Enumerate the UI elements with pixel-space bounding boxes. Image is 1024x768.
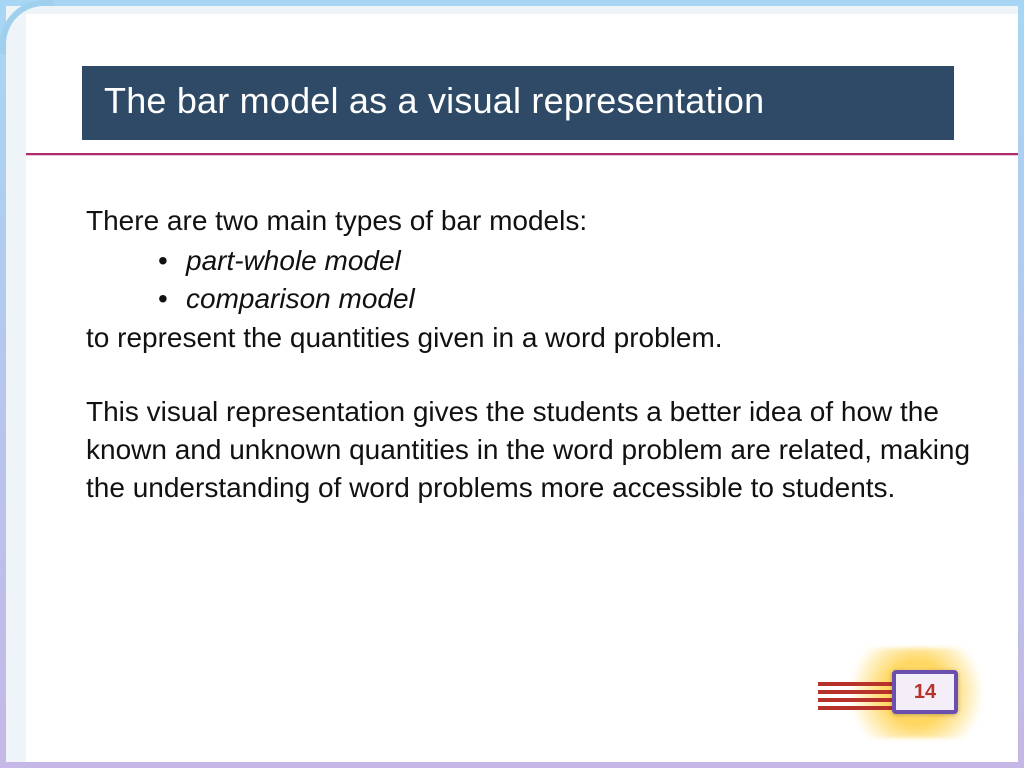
page-number: 14 [914, 681, 936, 704]
title-underline [26, 153, 1018, 155]
page-number-box: 14 [892, 670, 958, 714]
page-number-badge: 14 [818, 648, 988, 738]
slide-outer: The bar model as a visual representation… [0, 0, 1024, 768]
paragraph-2: This visual representation gives the stu… [86, 393, 978, 506]
slide-title: The bar model as a visual representation [104, 80, 764, 121]
intro-line: There are two main types of bar models: [86, 202, 978, 240]
slide-inner: The bar model as a visual representation… [26, 14, 1018, 762]
intro-tail: to represent the quantities given in a w… [86, 319, 978, 357]
list-item: part-whole model [158, 242, 978, 280]
slide-content: There are two main types of bar models: … [86, 202, 978, 507]
slide-title-bar: The bar model as a visual representation [82, 66, 954, 140]
bullet-list: part-whole model comparison model [158, 242, 978, 318]
list-item: comparison model [158, 280, 978, 318]
